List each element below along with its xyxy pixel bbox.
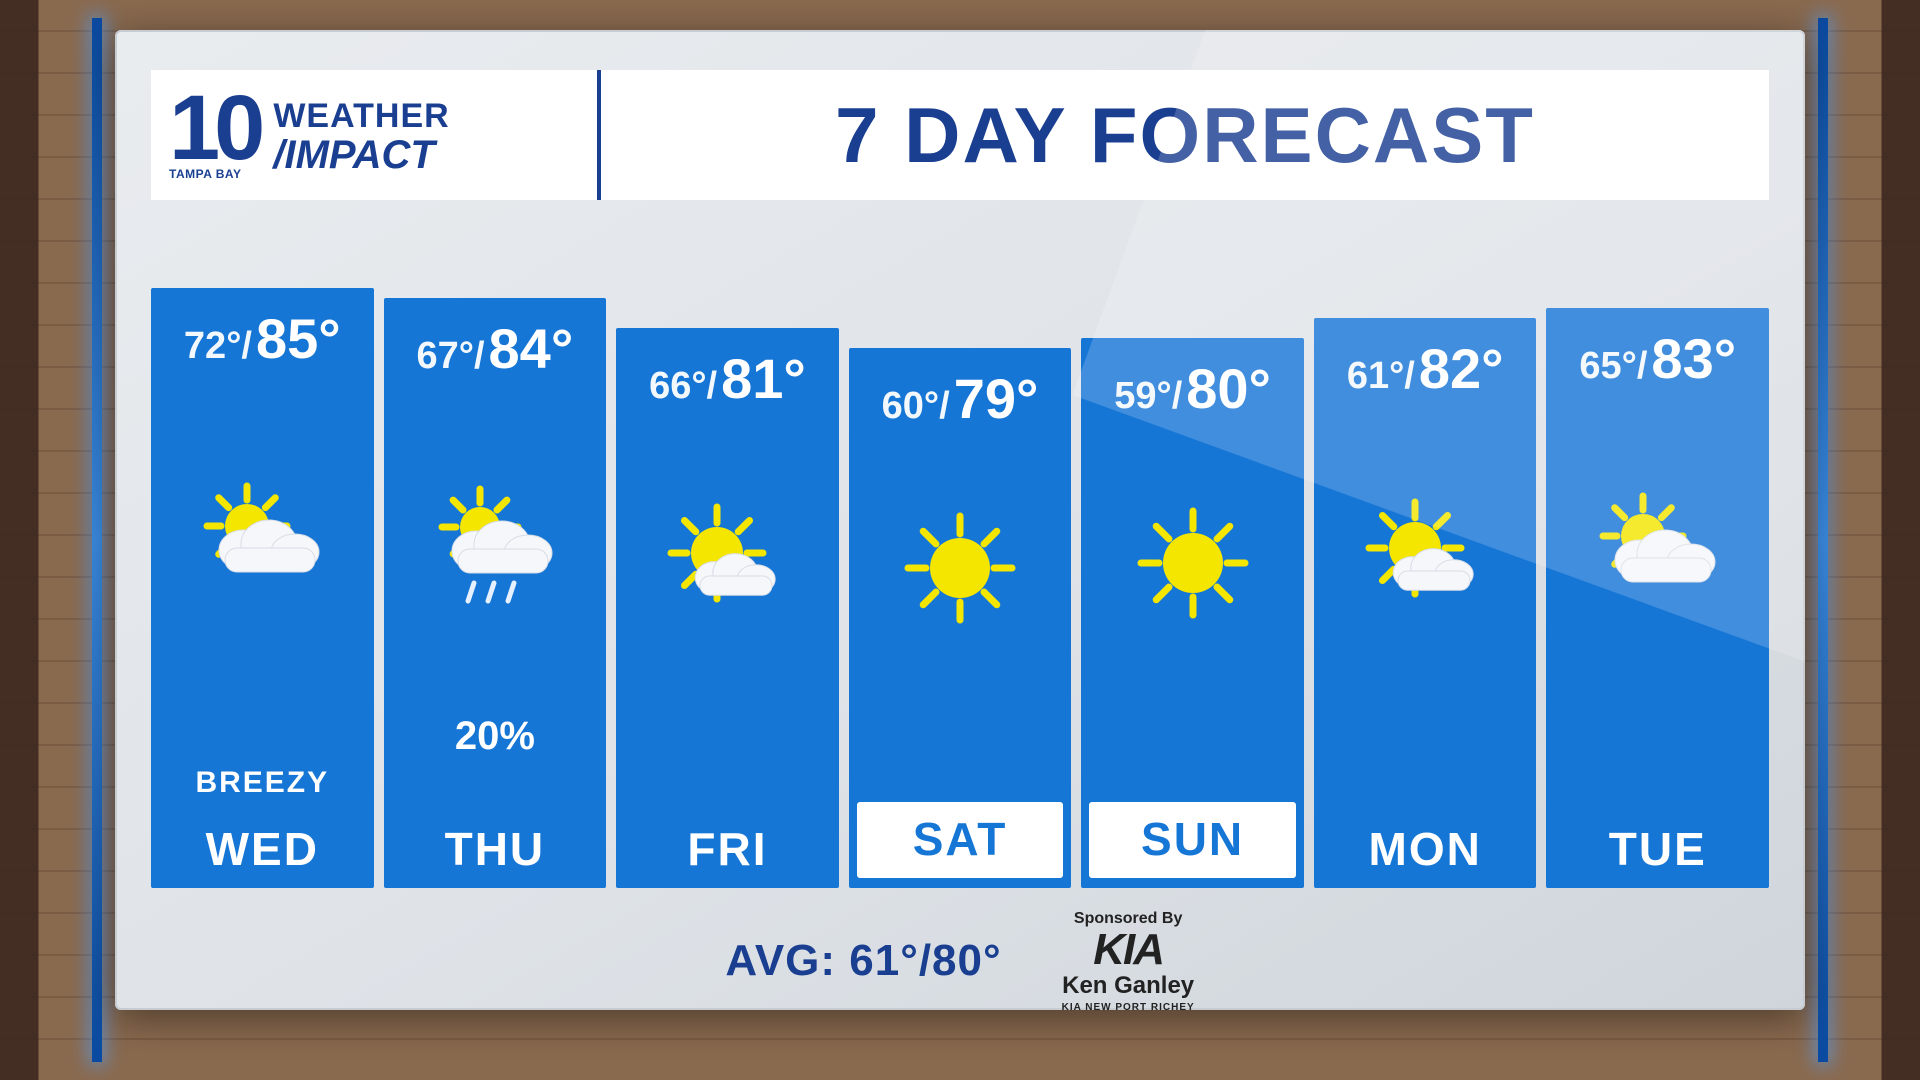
weather-impact-logo: WEATHER /IMPACT	[273, 97, 449, 174]
low-temp: 66°/	[649, 365, 717, 407]
day-name: FRI	[616, 812, 839, 888]
day-name: TUE	[1546, 812, 1769, 888]
condition-label	[1314, 766, 1537, 806]
day-card-sun: 59°/80° SUN	[1081, 338, 1304, 888]
avg-label: AVG:	[725, 936, 836, 985]
day-card-fri: 66°/81° FRI	[616, 328, 839, 888]
temps: 61°/82°	[1314, 318, 1537, 401]
high-temp: 84°	[489, 317, 574, 380]
condition-label	[849, 756, 1072, 796]
condition-label	[1546, 766, 1769, 806]
temps: 65°/83°	[1546, 308, 1769, 391]
day-name: WED	[151, 812, 374, 888]
day-card-mon: 61°/82° MON	[1314, 318, 1537, 888]
brand-line-1: WEATHER	[273, 97, 449, 136]
high-temp: 79°	[954, 367, 1039, 430]
condition-label	[384, 766, 607, 806]
station-number: 10	[169, 89, 259, 167]
weather-icon	[151, 371, 374, 714]
weather-icon	[384, 381, 607, 714]
average-temps: AVG: 61°/80°	[725, 936, 1001, 986]
low-temp: 72°/	[184, 325, 252, 367]
weather-icon	[1314, 401, 1537, 714]
temps: 72°/85°	[151, 288, 374, 371]
condition-label: BREEZY	[151, 766, 374, 806]
temps: 66°/81°	[616, 328, 839, 411]
avg-values: 61°/80°	[849, 936, 1001, 985]
precip-chance: 20%	[384, 714, 607, 760]
precip-chance	[849, 704, 1072, 750]
condition-label	[616, 766, 839, 806]
day-card-tue: 65°/83° TUE	[1546, 308, 1769, 888]
forecast-board: 10 TAMPA BAY WEATHER /IMPACT 7 DAY FOREC…	[115, 30, 1805, 1010]
sponsor-logo-text: KIA	[1093, 930, 1163, 970]
day-name: MON	[1314, 812, 1537, 888]
precip-chance	[1081, 704, 1304, 750]
header-bar: 10 TAMPA BAY WEATHER /IMPACT 7 DAY FOREC…	[151, 70, 1769, 200]
footer: AVG: 61°/80° Sponsored By KIA Ken Ganley…	[115, 910, 1805, 1010]
forecast-row: 72°/85° BREEZY WED 67°/84°	[151, 268, 1769, 888]
precip-chance	[1314, 714, 1537, 760]
weather-icon	[849, 431, 1072, 704]
precip-chance	[616, 714, 839, 760]
temps: 59°/80°	[1081, 338, 1304, 421]
weather-icon	[1546, 391, 1769, 714]
precip-chance	[151, 714, 374, 760]
low-temp: 61°/	[1347, 355, 1415, 397]
day-card-wed: 72°/85° BREEZY WED	[151, 288, 374, 888]
title-box: 7 DAY FORECAST	[601, 70, 1769, 200]
studio-backdrop: 10 TAMPA BAY WEATHER /IMPACT 7 DAY FOREC…	[0, 0, 1920, 1080]
high-temp: 83°	[1651, 327, 1736, 390]
day-name: THU	[384, 812, 607, 888]
high-temp: 85°	[256, 307, 341, 370]
day-name: SUN	[1089, 802, 1296, 878]
high-temp: 81°	[721, 347, 806, 410]
forecast-title: 7 DAY FORECAST	[835, 90, 1535, 181]
sponsor-block: Sponsored By KIA Ken Ganley KIA NEW PORT…	[1062, 910, 1195, 1010]
station-logo: 10 TAMPA BAY WEATHER /IMPACT	[151, 70, 601, 200]
day-card-sat: 60°/79° SAT	[849, 348, 1072, 888]
low-temp: 59°/	[1114, 375, 1182, 417]
temps: 60°/79°	[849, 348, 1072, 431]
low-temp: 60°/	[882, 385, 950, 427]
day-name: SAT	[857, 802, 1064, 878]
low-temp: 67°/	[417, 335, 485, 377]
high-temp: 80°	[1186, 357, 1271, 420]
day-card-thu: 67°/84° 20% THU	[384, 298, 607, 888]
precip-chance	[1546, 714, 1769, 760]
weather-icon	[1081, 421, 1304, 704]
weather-icon	[616, 411, 839, 714]
sponsor-sub: KIA NEW PORT RICHEY	[1062, 1002, 1195, 1010]
low-temp: 65°/	[1579, 345, 1647, 387]
high-temp: 82°	[1419, 337, 1504, 400]
brand-line-2: IMPACT	[284, 133, 434, 177]
sponsor-name: Ken Ganley	[1062, 972, 1194, 1000]
temps: 67°/84°	[384, 298, 607, 381]
condition-label	[1081, 756, 1304, 796]
